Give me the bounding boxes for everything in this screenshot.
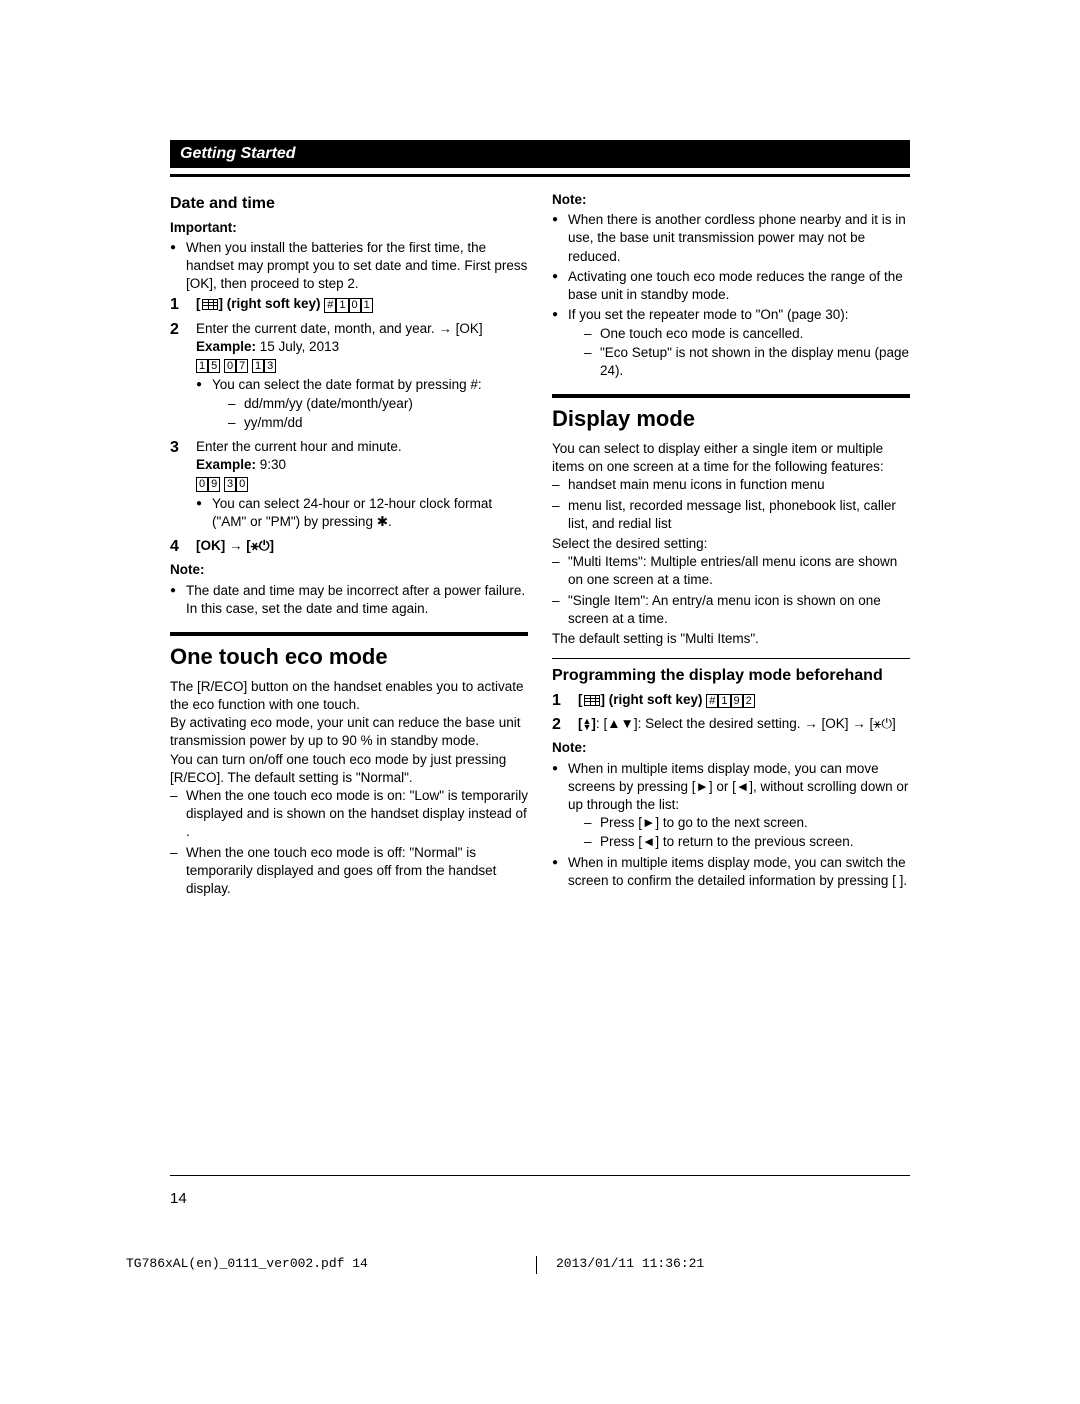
display-p1: You can select to display either a singl…: [552, 440, 910, 476]
page-content: Getting Started Date and time Important:…: [170, 140, 910, 900]
menu-grid-icon: [202, 299, 218, 310]
step2-text: Enter the current date, month, and year.…: [196, 321, 483, 336]
step-1: [] (right soft key) #101: [170, 295, 528, 313]
example-label: Example:: [196, 339, 260, 354]
step3-bullet: You can select 24-hour or 12-hour clock …: [196, 495, 528, 531]
ps1-text: ] (right soft key): [601, 692, 707, 707]
header-bar: Getting Started: [170, 140, 910, 168]
step1-digits: #101: [324, 296, 373, 311]
eco-off: When the one touch eco mode is off: "Nor…: [170, 844, 528, 899]
date-time-heading: Date and time: [170, 193, 528, 215]
right-notes: When there is another cordless phone nea…: [552, 211, 910, 380]
note-label-r2: Note:: [552, 739, 910, 757]
format-2: yy/mm/dd: [228, 414, 528, 432]
date-time-steps: [] (right soft key) #101 Enter the curre…: [170, 295, 528, 555]
step-2: Enter the current date, month, and year.…: [170, 320, 528, 432]
step3-digits: 09 30: [196, 475, 248, 490]
dnote-1-d2: Press [◄] to return to the previous scre…: [584, 833, 910, 851]
display-heading: Display mode: [552, 404, 910, 434]
step3-text: Enter the current hour and minute.: [196, 439, 402, 454]
display-features: handset main menu icons in function menu…: [552, 476, 910, 533]
page-number: 14: [170, 1190, 187, 1207]
step2-sub: You can select the date format by pressi…: [196, 376, 528, 432]
rnote-2: Activating one touch eco mode reduces th…: [552, 268, 910, 304]
display-notes: When in multiple items display mode, you…: [552, 760, 910, 891]
prog-step-1: [] (right soft key) #192: [552, 691, 910, 709]
dnote-1-text: When in multiple items display mode, you…: [568, 761, 908, 812]
page-number-rule: [170, 1175, 910, 1176]
note-item: The date and time may be incorrect after…: [170, 582, 528, 618]
step2-digits: 15 07 13: [196, 357, 276, 372]
ps2-text: [▲▼]: Select the desired setting. → [OK]…: [603, 716, 895, 731]
footer-right: 2013/01/11 11:36:21: [556, 1256, 704, 1271]
dnote-1-sub: Press [►] to go to the next screen. Pres…: [568, 814, 910, 851]
eco-p1: The [R/ECO] button on the handset enable…: [170, 678, 528, 714]
dnote-1: When in multiple items display mode, you…: [552, 760, 910, 852]
format-1: dd/mm/yy (date/month/year): [228, 395, 528, 413]
programming-heading: Programming the display mode beforehand: [552, 665, 910, 687]
feat-2: menu list, recorded message list, phoneb…: [552, 497, 910, 533]
rnote-3-d2: "Eco Setup" is not shown in the display …: [584, 344, 910, 380]
page-footer: TG786xAL(en)_0111_ver002.pdf 14 2013/01/…: [126, 1256, 956, 1271]
important-label: Important:: [170, 219, 528, 237]
eco-p2: By activating eco mode, your unit can re…: [170, 714, 528, 750]
step-4: [OK] → [⚹⏻]: [170, 537, 528, 555]
rnote-1: When there is another cordless phone nea…: [552, 211, 910, 266]
step2-bullet-text: You can select the date format by pressi…: [212, 377, 482, 392]
right-column: Note: When there is another cordless pho…: [552, 187, 910, 900]
example-label-2: Example:: [196, 457, 260, 472]
thin-divider: [552, 658, 910, 659]
important-item: When you install the batteries for the f…: [170, 239, 528, 294]
dnote-2: When in multiple items display mode, you…: [552, 854, 910, 890]
note-list: The date and time may be incorrect after…: [170, 582, 528, 618]
display-settings: "Multi Items": Multiple entries/all menu…: [552, 553, 910, 628]
important-list: When you install the batteries for the f…: [170, 239, 528, 294]
note-label: Note:: [170, 561, 528, 579]
prog-step-2: [▲▼]: [▲▼]: Select the desired setting. …: [552, 715, 910, 733]
step2-formats: dd/mm/yy (date/month/year) yy/mm/dd: [212, 395, 528, 432]
display-p3: The default setting is "Multi Items".: [552, 630, 910, 648]
section-divider: [170, 632, 528, 636]
display-p2: Select the desired setting:: [552, 535, 910, 553]
example-value: 15 July, 2013: [260, 339, 339, 354]
feat-1: handset main menu icons in function menu: [552, 476, 910, 494]
step2-bullet: You can select the date format by pressi…: [196, 376, 528, 432]
note-label-r: Note:: [552, 191, 910, 209]
eco-modes: When the one touch eco mode is on: "Low"…: [170, 787, 528, 898]
rnote-3-text: If you set the repeater mode to "On" (pa…: [568, 307, 849, 322]
footer-divider: [536, 1256, 537, 1274]
rnote-3-sub: One touch eco mode is cancelled. "Eco Se…: [568, 325, 910, 381]
eco-on: When the one touch eco mode is on: "Low"…: [170, 787, 528, 842]
step3-sub: You can select 24-hour or 12-hour clock …: [196, 495, 528, 531]
rnote-3-d1: One touch eco mode is cancelled.: [584, 325, 910, 343]
dnote-1-d1: Press [►] to go to the next screen.: [584, 814, 910, 832]
left-column: Date and time Important: When you instal…: [170, 187, 528, 900]
divider: [170, 174, 910, 177]
example-value-2: 9:30: [260, 457, 286, 472]
setting-single: "Single Item": An entry/a menu icon is s…: [552, 592, 910, 628]
step-3: Enter the current hour and minute. Examp…: [170, 438, 528, 531]
rnote-3: If you set the repeater mode to "On" (pa…: [552, 306, 910, 380]
step1-text: ] (right soft key): [219, 296, 325, 311]
setting-multi: "Multi Items": Multiple entries/all menu…: [552, 553, 910, 589]
step4-text: [OK] → [⚹⏻]: [196, 538, 274, 553]
prog-steps: [] (right soft key) #192 [▲▼]: [▲▼]: Sel…: [552, 691, 910, 733]
eco-heading: One touch eco mode: [170, 642, 528, 672]
two-column-layout: Date and time Important: When you instal…: [170, 187, 910, 900]
section-divider-r: [552, 394, 910, 398]
ps1-digits: #192: [706, 692, 755, 707]
eco-p3: You can turn on/off one touch eco mode b…: [170, 751, 528, 787]
footer-left: TG786xAL(en)_0111_ver002.pdf 14: [126, 1256, 368, 1271]
menu-grid-icon: [584, 695, 600, 706]
